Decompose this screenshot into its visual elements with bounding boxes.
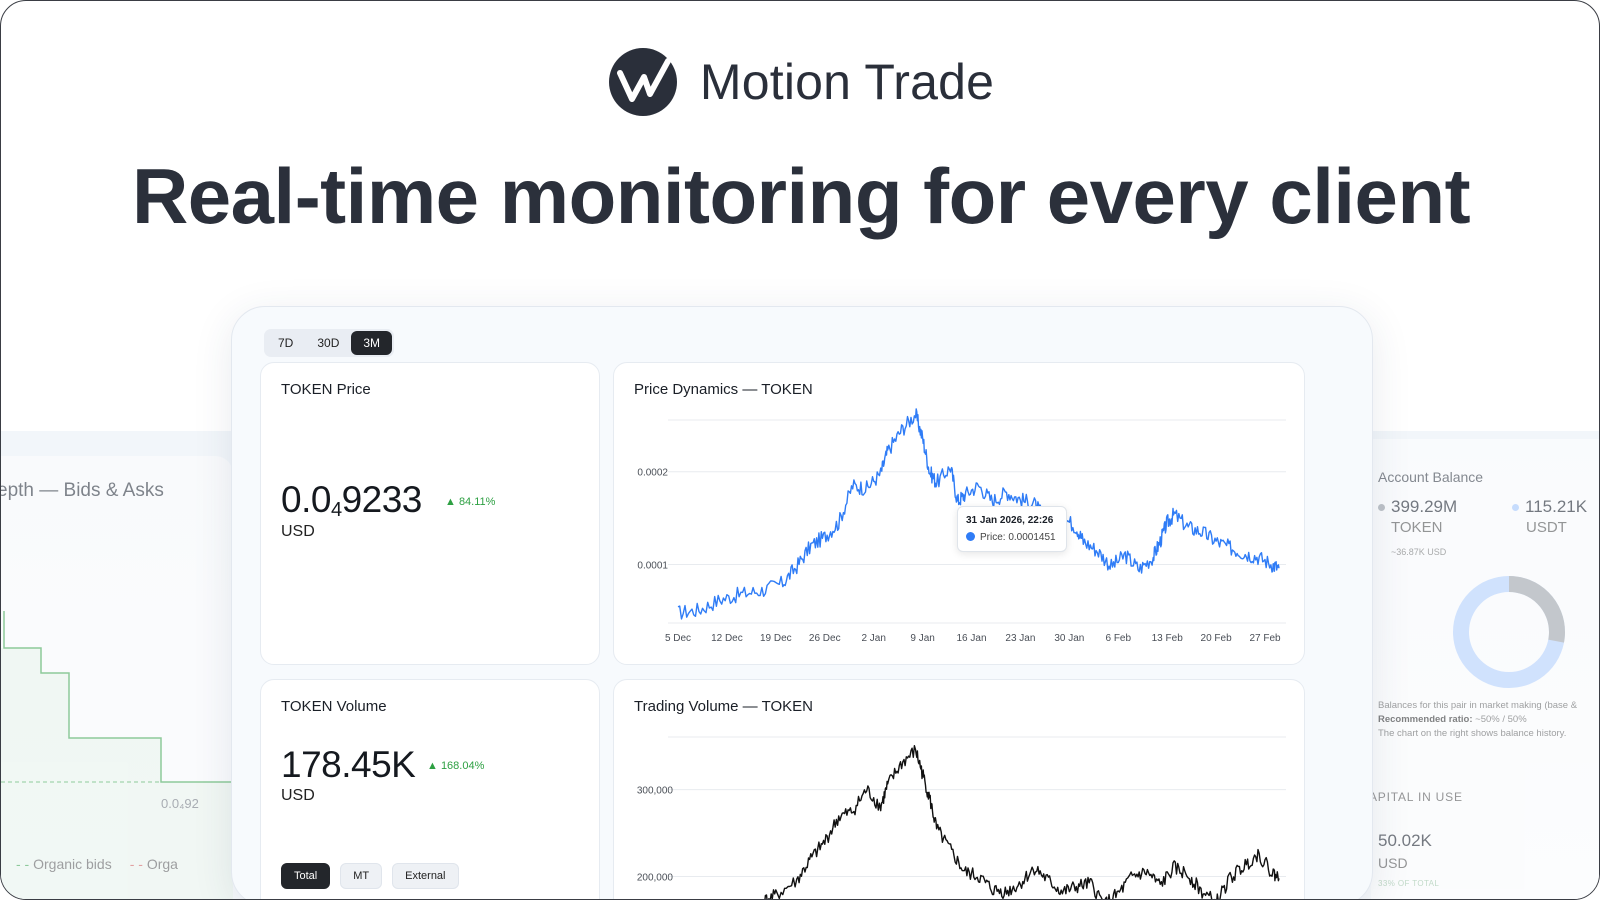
tooltip-price: Price: 0.0001451 xyxy=(966,532,1056,543)
range-30d-button[interactable]: 30D xyxy=(317,336,340,350)
legend-item-organic-bids: - - Organic bids xyxy=(16,856,112,872)
market-depth-panel: epth — Bids & Asks 0.0₄92 s - - Organic … xyxy=(1,456,233,899)
token-price-unit: USD xyxy=(281,523,315,540)
price-dynamics-card: Price Dynamics — TOKEN 0.0001 0.0002 5 Dec… xyxy=(613,362,1305,665)
x-tick-label: 27 Feb xyxy=(1249,633,1281,644)
token-dot-icon xyxy=(1378,504,1385,512)
range-3m-button[interactable]: 3M xyxy=(351,331,393,355)
account-balance-title: Account Balance xyxy=(1378,469,1484,485)
x-tick-label: 23 Jan xyxy=(1005,633,1035,644)
x-tick-label: 20 Feb xyxy=(1201,633,1233,644)
capital-in-use-value: 50.02K xyxy=(1378,831,1432,850)
brand-name: Motion Trade xyxy=(699,54,995,110)
price-dynamics-chart: 0.0001 0.0002 5 Dec 12 Dec 19 Dec 26 Dec 2 Jan… xyxy=(637,408,1286,644)
capital-in-use-title: APITAL IN USE xyxy=(1371,790,1463,804)
trading-volume-title: Trading Volume — TOKEN xyxy=(634,698,813,715)
market-depth-chart xyxy=(1,611,233,899)
y-tick-label: 0.0002 xyxy=(637,468,668,479)
token-balance: 399.29M xyxy=(1378,497,1457,517)
balance-note: Balances for this pair in market making … xyxy=(1378,700,1578,739)
x-tick-label: 6 Feb xyxy=(1105,633,1131,644)
account-balance-panel: Account Balance 399.29M TOKEN ~36.87K US… xyxy=(1371,439,1599,899)
volume-mt-button[interactable]: MT xyxy=(340,863,383,889)
x-tick-label: 30 Jan xyxy=(1054,633,1084,644)
price-tooltip: 31 Jan 2026, 22:26 Price: 0.0001451 xyxy=(957,506,1067,552)
x-tick-label: 5 Dec xyxy=(665,633,691,644)
token-unit: TOKEN xyxy=(1391,519,1443,536)
trading-volume-card: Trading Volume — TOKEN 200,000 300,000 xyxy=(613,679,1305,899)
volume-external-button[interactable]: External xyxy=(392,863,459,889)
token-price-card: TOKEN Price 0.049233 ▲ 84.11% USD xyxy=(260,362,600,665)
time-range-selector: 7D 30D 3M xyxy=(264,329,395,357)
x-tick-label: 9 Jan xyxy=(910,633,934,644)
market-depth-title: epth — Bids & Asks xyxy=(1,480,164,501)
dashboard-panel: 7D 30D 3M TOKEN Price 0.049233 ▲ 84.11% … xyxy=(231,306,1373,899)
market-depth-legend: s - - Organic bids - - Orga xyxy=(1,856,178,872)
token-volume-value: 178.45K xyxy=(281,744,416,785)
token-usd-sub: ~36.87K USD xyxy=(1391,547,1447,557)
tooltip-date: 31 Jan 2026, 22:26 xyxy=(966,515,1054,526)
brand: Motion Trade xyxy=(1,47,1599,117)
legend-item-organic-asks: - - Orga xyxy=(129,856,178,872)
token-volume-title: TOKEN Volume xyxy=(281,698,387,715)
y-tick-label: 200,000 xyxy=(637,873,674,884)
token-price-title: TOKEN Price xyxy=(281,381,371,398)
usdt-dot-icon xyxy=(1512,504,1519,512)
series-line xyxy=(677,408,1280,620)
capital-in-use-unit: USD xyxy=(1378,855,1408,871)
price-dot-icon xyxy=(966,532,975,541)
volume-source-selector: Total MT External xyxy=(281,863,459,889)
token-price-value: 0.049233 xyxy=(281,479,422,521)
y-tick-label: 300,000 xyxy=(637,786,674,797)
x-tick-label: 26 Dec xyxy=(809,633,841,644)
usdt-balance: 115.21K xyxy=(1512,497,1587,517)
market-depth-tick: 0.0₄92 xyxy=(161,796,199,811)
x-tick-label: 19 Dec xyxy=(760,633,792,644)
x-tick-label: 2 Jan xyxy=(861,633,885,644)
balance-donut-chart xyxy=(1453,576,1565,688)
token-volume-card: TOKEN Volume 178.45K ▲ 168.04% USD Total… xyxy=(260,679,600,899)
trading-volume-chart: 200,000 300,000 xyxy=(637,736,1286,899)
range-7d-button[interactable]: 7D xyxy=(278,336,294,350)
token-volume-unit: USD xyxy=(281,787,315,804)
token-price-change: ▲ 84.11% xyxy=(445,496,496,508)
usdt-unit: USDT xyxy=(1526,519,1567,536)
price-dynamics-title: Price Dynamics — TOKEN xyxy=(634,381,813,398)
x-tick-label: 12 Dec xyxy=(711,633,743,644)
capital-in-use-pct: 33% OF TOTAL xyxy=(1378,879,1440,888)
volume-total-button[interactable]: Total xyxy=(281,863,331,889)
series-line xyxy=(764,745,1280,899)
headline: Real-time monitoring for every client xyxy=(131,152,1471,240)
token-volume-change: ▲ 168.04% xyxy=(427,760,485,772)
x-tick-label: 13 Feb xyxy=(1152,633,1184,644)
x-tick-label: 16 Jan xyxy=(957,633,987,644)
y-tick-label: 0.0001 xyxy=(637,561,668,572)
motion-trade-logo-icon xyxy=(608,48,677,116)
